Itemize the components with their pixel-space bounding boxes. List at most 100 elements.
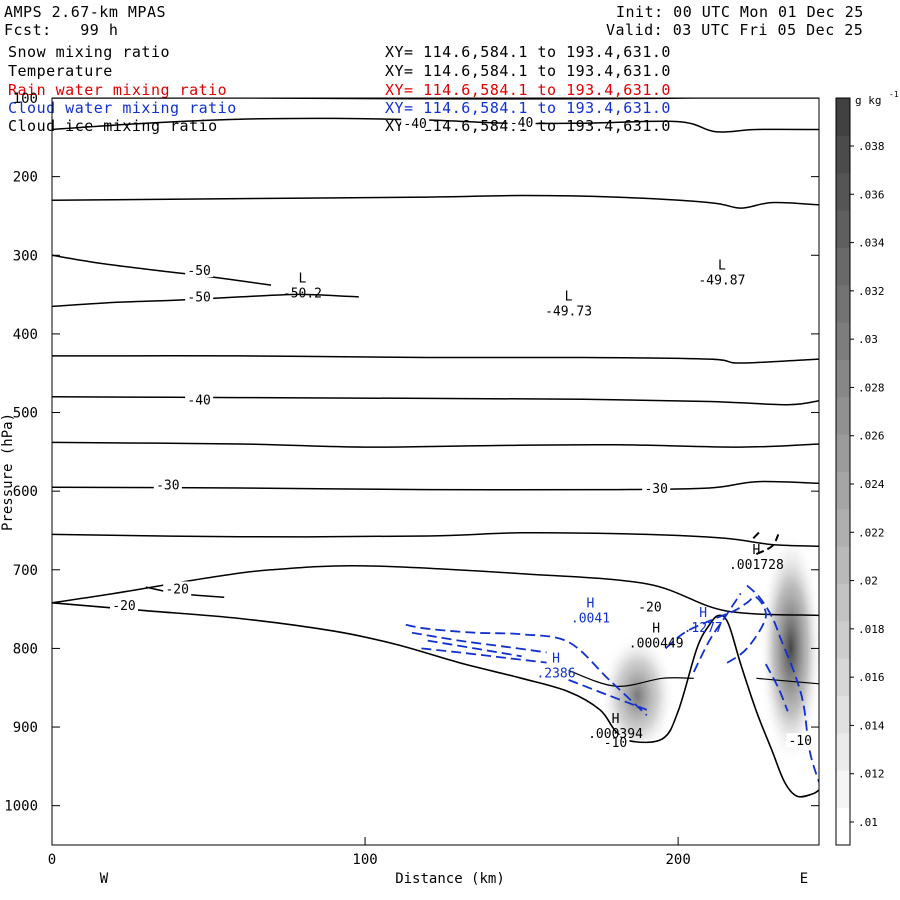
- isotherm-1: [52, 117, 819, 133]
- colorbar-step-7: [836, 546, 850, 585]
- isotherm-label-7: -20: [638, 601, 661, 616]
- cloud-water-contour-1: [411, 631, 547, 654]
- field-rain-xy: XY= 114.6,584.1 to 193.4,631.0: [385, 81, 671, 99]
- snow-blob-0: [599, 632, 675, 759]
- cloud-water-contour-3: [421, 647, 547, 664]
- isotherm-label-8: -10: [604, 736, 627, 751]
- field-cloud-water-label: Cloud water mixing ratio: [8, 99, 237, 117]
- near-surface-isotherm-0: [568, 669, 694, 687]
- isotherm-2: [52, 194, 819, 209]
- y-tick-label-4: 500: [13, 406, 38, 422]
- plot-frame: [51, 97, 820, 846]
- colorbar-step-10: [836, 434, 850, 472]
- colorbar-step-17: [836, 172, 850, 211]
- isotherm-label-bg-8: [601, 734, 630, 749]
- colorbar-tick-label-8: .022: [858, 526, 885, 539]
- isotherm-label-bg-1: [185, 289, 214, 304]
- x-tick-label-2: 200: [665, 852, 690, 868]
- isotherm-7: [52, 441, 819, 448]
- extremum-value-1: -49.73: [545, 305, 592, 320]
- snow-shading-layer: [599, 530, 819, 767]
- cloud-water-layer: [405, 584, 819, 783]
- isotherm-6: [52, 396, 819, 406]
- extremum-value-2: -49.87: [698, 273, 745, 288]
- isotherm-3: [52, 254, 272, 286]
- isotherm-label-bg-9: [786, 733, 815, 748]
- x-axis-label: Distance (km): [395, 871, 505, 887]
- colorbar-step-13: [836, 322, 850, 360]
- colorbar-units: g kg: [855, 94, 882, 107]
- extremum-value-4: .000449: [629, 637, 684, 652]
- cloud-water-contour-5: [665, 595, 767, 665]
- isotherm-label-5: -20: [165, 582, 188, 597]
- y-tick-label-7: 800: [13, 641, 38, 657]
- terrain-layer: [52, 602, 819, 798]
- isotherm-label-bg-11: [507, 115, 536, 130]
- isotherm-label-9: -10: [788, 734, 811, 749]
- isotherm-label-3: -30: [156, 479, 179, 494]
- y-tick-label-0: 100: [13, 91, 38, 107]
- colorbar-tick-label-10: .018: [858, 623, 885, 636]
- isotherm-label-bg-10: [401, 115, 430, 130]
- cloud-water-contour-4: [568, 679, 648, 711]
- cloud-water-contour-7: [746, 584, 819, 783]
- colorbar-tick-label-7: .024: [858, 478, 885, 491]
- colorbar-step-2: [836, 732, 850, 771]
- isotherm-4: [52, 293, 359, 308]
- extremum-H-marker-6: H: [587, 596, 595, 611]
- extremum-value-3: .001728: [729, 558, 784, 573]
- isotherm-9: [52, 532, 819, 547]
- extremum-value-8: .2386: [536, 666, 575, 681]
- colorbar-tick-label-13: .012: [858, 768, 885, 781]
- field-snow-xy: XY= 114.6,584.1 to 193.4,631.0: [385, 43, 671, 61]
- colorbar-tick-label-3: .032: [858, 285, 885, 298]
- y-tick-label-6: 700: [13, 563, 38, 579]
- snow-shading: [599, 530, 819, 767]
- y-tick-label-5: 600: [13, 484, 38, 500]
- colorbar-step-15: [836, 247, 850, 286]
- colorbar-tick-label-1: .036: [858, 188, 885, 201]
- colorbar-step-12: [836, 359, 850, 398]
- extremum-value-6: .0041: [571, 611, 610, 626]
- colorbar-tick-label-14: .01: [858, 816, 878, 829]
- extremum-value-5: .000394: [588, 727, 643, 742]
- x-tick-label-0: 0: [48, 852, 56, 868]
- colorbar-tick-label-6: .026: [858, 430, 885, 443]
- isotherm-label-bg-4: [642, 480, 671, 495]
- y-tick-label-1: 200: [13, 170, 38, 186]
- colorbar-step-19: [836, 98, 850, 136]
- colorbar-step-9: [836, 471, 850, 510]
- colorbar-step-6: [836, 583, 850, 622]
- isotherm-label-bg-5: [163, 581, 192, 596]
- field-rain-label: Rain water mixing ratio: [8, 81, 228, 99]
- y-axis-label: Pressure (hPa): [0, 413, 16, 531]
- extremum-H-marker-3: H: [752, 543, 760, 558]
- colorbar-tick-label-4: .03: [858, 333, 878, 346]
- colorbar: .038 .036 .034 .032 .03 .028 .026 .024 .022 .02 .0…: [835, 90, 899, 846]
- field-temperature-xy: XY= 114.6,584.1 to 193.4,631.0: [385, 62, 671, 80]
- isotherm-label-4: -30: [644, 482, 667, 497]
- colorbar-tick-label-5: .028: [858, 381, 885, 394]
- cloud-water-contour-8: [765, 663, 789, 712]
- isotherm-label-6: -20: [112, 599, 135, 614]
- isotherm-label-11: -40: [510, 116, 533, 131]
- axis-layer: 100 200 300 400 500 600 700 800 900 1000 0 100 200: [4, 91, 819, 868]
- x-tick-label-1: 100: [352, 852, 377, 868]
- cloud-water-contour-6: [692, 592, 742, 673]
- colorbar-tick-label-9: .02: [858, 575, 878, 588]
- field-cloud-water-xy: XY= 114.6,584.1 to 193.4,631.0: [385, 99, 671, 117]
- colorbar-tick-label-12: .014: [858, 719, 885, 732]
- colorbar-step-14: [836, 284, 850, 323]
- init-time: Init: 00 UTC Mon 01 Dec 25: [616, 3, 864, 21]
- isotherm-label-bg-0: [185, 262, 214, 277]
- extremum-H-marker-8: H: [552, 651, 560, 666]
- isotherm-label-bg-7: [635, 599, 664, 614]
- cloud-water-contour-0: [405, 623, 648, 716]
- cloud-ice-contour-1: [752, 531, 761, 540]
- extremum-L-marker-0: L: [299, 272, 307, 287]
- west-label: W: [100, 871, 109, 887]
- extremum-H-marker-4: H: [652, 622, 660, 637]
- cloud-ice-contour-0: [755, 533, 780, 556]
- colorbar-step-0: [836, 807, 850, 846]
- extremum-H-marker-7: H: [699, 606, 707, 621]
